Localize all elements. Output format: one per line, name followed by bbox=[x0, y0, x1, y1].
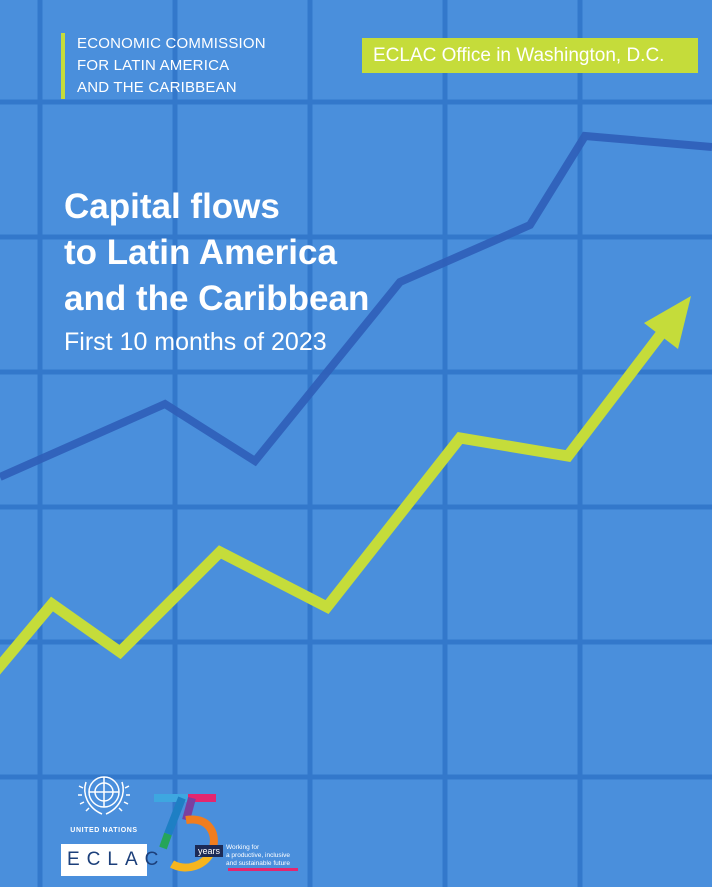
united-nations-logo: UNITED NATIONS bbox=[64, 768, 144, 834]
office-badge: ECLAC Office in Washington, D.C. bbox=[362, 38, 698, 73]
eclac-logo: ECLAC bbox=[61, 844, 158, 876]
anniversary-motto: Working for a productive, inclusive and … bbox=[226, 844, 290, 868]
title-line: to Latin America bbox=[64, 233, 337, 272]
green-arrow-head bbox=[644, 296, 691, 349]
motto-line: a productive, inclusive bbox=[226, 852, 290, 859]
motto-line: and sustainable future bbox=[226, 860, 290, 867]
organization-line: AND THE CARIBBEAN bbox=[77, 79, 237, 96]
motto-line: Working for bbox=[226, 844, 260, 851]
organization-name: ECONOMIC COMMISSION FOR LATIN AMERICA AN… bbox=[61, 33, 266, 99]
anniversary-75-logo-icon bbox=[154, 794, 298, 872]
dark-trend-line bbox=[0, 131, 712, 481]
green-trend-line bbox=[0, 326, 669, 675]
un-logo-label: UNITED NATIONS bbox=[70, 827, 138, 834]
organization-line: FOR LATIN AMERICA bbox=[77, 57, 230, 74]
report-subtitle: First 10 months of 2023 bbox=[64, 328, 327, 356]
report-title: Capital flows to Latin America and the C… bbox=[64, 184, 369, 322]
un-emblem-icon bbox=[78, 776, 130, 815]
anniversary-years-label: years bbox=[195, 845, 224, 857]
title-line: and the Caribbean bbox=[64, 279, 370, 318]
title-line: Capital flows bbox=[64, 187, 280, 226]
organization-line: ECONOMIC COMMISSION bbox=[77, 35, 266, 52]
